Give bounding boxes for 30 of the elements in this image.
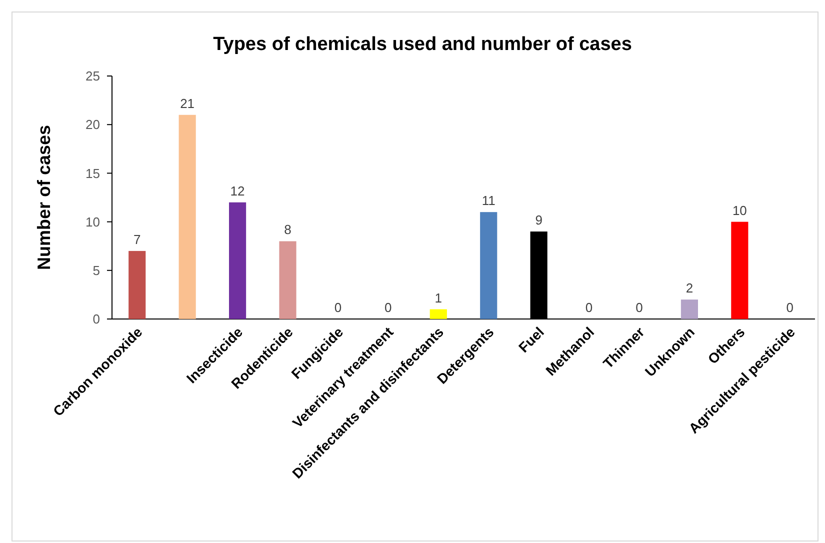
data-label: 8 [284,222,292,238]
bar [178,114,196,319]
data-label: 0 [786,300,794,315]
data-label: 11 [482,193,496,208]
bar [430,309,447,319]
data-label: 0 [384,300,392,315]
data-label: 1 [434,290,442,306]
data-label: 12 [230,183,245,198]
data-label: 0 [585,300,593,315]
y-tick-label: 15 [86,166,100,181]
data-label: 21 [180,96,195,111]
chart-title: Types of chemicals used and number of cases [213,34,632,55]
y-axis-title: Number of cases [34,124,54,270]
y-tick-label: 25 [86,68,100,84]
data-label: 0 [334,300,342,315]
bar [128,250,146,319]
y-tick-label: 5 [92,262,100,278]
bar [279,241,296,319]
y-tick-label: 20 [86,117,100,132]
bar [731,222,748,319]
data-label: 2 [686,280,694,296]
y-tick-label: 0 [92,312,100,327]
bar [229,202,246,319]
y-tick-label: 10 [86,214,100,230]
bar [680,300,698,319]
bar [480,212,498,319]
data-label: 7 [133,232,141,247]
data-label: 10 [732,202,747,218]
data-label: 0 [636,300,643,315]
data-label: 9 [535,212,542,228]
